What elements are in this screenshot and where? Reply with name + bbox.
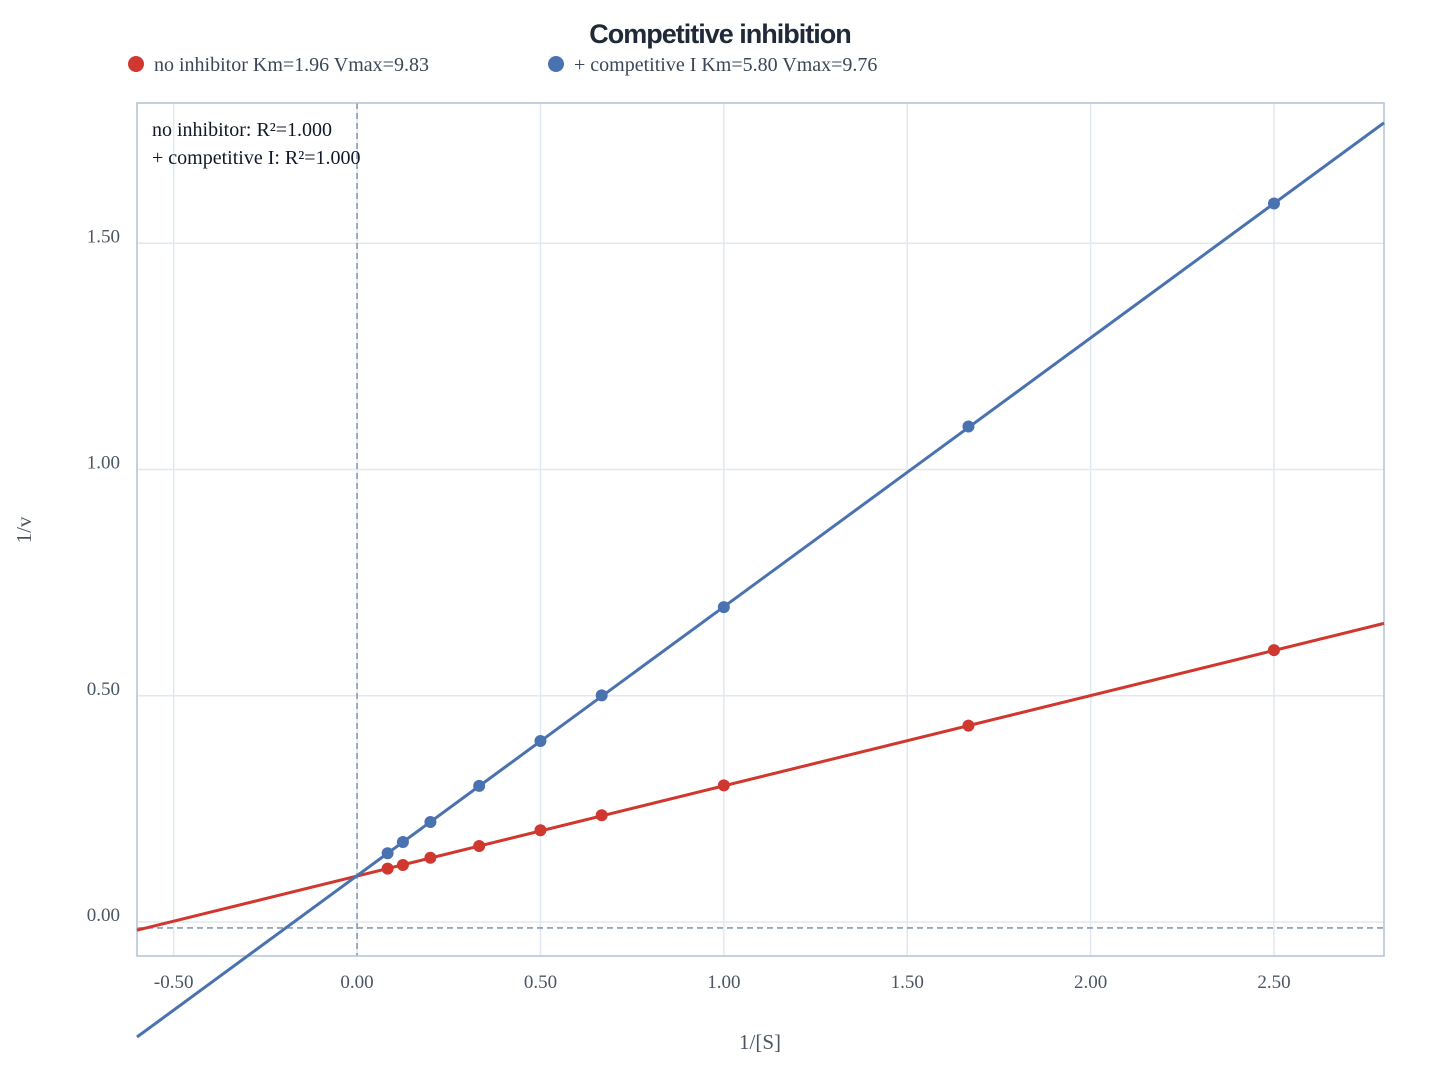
data-point-no-inhibitor <box>595 809 608 822</box>
plot-frame <box>136 102 1385 957</box>
data-point-competitive <box>381 847 394 860</box>
data-point-competitive <box>396 835 409 848</box>
legend-marker-no-inhibitor <box>128 56 144 72</box>
x-tick-labels: -0.50 0.00 0.50 1.00 1.50 2.00 2.50 <box>154 972 1291 993</box>
x-tick-label: -0.50 <box>154 972 194 993</box>
y-tick-label: 1.00 <box>87 453 120 474</box>
legend: no inhibitor Km=1.96 Vmax=9.83 + competi… <box>128 54 877 76</box>
grid <box>137 103 1384 956</box>
data-point-no-inhibitor <box>473 840 486 853</box>
chart-title: Competitive inhibition <box>589 19 851 49</box>
legend-marker-competitive <box>548 56 564 72</box>
fit-line-competitive <box>136 121 1385 1039</box>
annotation-r2-no-inhibitor: no inhibitor: R²=1.000 <box>152 119 332 141</box>
data-point-no-inhibitor <box>396 859 409 872</box>
data-point-no-inhibitor <box>1267 644 1280 657</box>
x-tick-label: 2.50 <box>1257 972 1290 993</box>
plot-area <box>136 121 1385 1039</box>
data-point-competitive <box>473 779 486 792</box>
x-axis-label: 1/[S] <box>739 1030 781 1054</box>
fit-line-no-inhibitor <box>136 621 1385 932</box>
x-tick-label: 0.50 <box>524 972 557 993</box>
data-point-competitive <box>424 816 437 829</box>
x-tick-label: 1.00 <box>707 972 740 993</box>
data-point-competitive <box>962 420 975 433</box>
legend-label-competitive: + competitive I Km=5.80 Vmax=9.76 <box>574 54 877 76</box>
x-tick-label: 0.00 <box>340 972 373 993</box>
data-point-competitive <box>1267 197 1280 210</box>
data-point-no-inhibitor <box>717 779 730 792</box>
legend-label-no-inhibitor: no inhibitor Km=1.96 Vmax=9.83 <box>154 54 429 76</box>
x-tick-label: 1.50 <box>891 972 924 993</box>
data-point-competitive <box>534 735 547 748</box>
data-point-competitive <box>717 601 730 614</box>
data-point-no-inhibitor <box>424 851 437 864</box>
annotation-r2-competitive: + competitive I: R²=1.000 <box>152 147 361 169</box>
y-tick-labels: 0.00 0.50 1.00 1.50 <box>87 226 120 926</box>
y-axis-label: 1/v <box>12 516 36 543</box>
data-point-no-inhibitor <box>534 824 547 837</box>
y-tick-label: 1.50 <box>87 226 120 247</box>
data-point-competitive <box>595 689 608 702</box>
y-tick-label: 0.00 <box>87 905 120 926</box>
data-point-no-inhibitor <box>381 862 394 875</box>
reference-lines <box>137 103 1384 956</box>
x-tick-label: 2.00 <box>1074 972 1107 993</box>
y-tick-label: 0.50 <box>87 679 120 700</box>
data-point-no-inhibitor <box>962 719 975 732</box>
